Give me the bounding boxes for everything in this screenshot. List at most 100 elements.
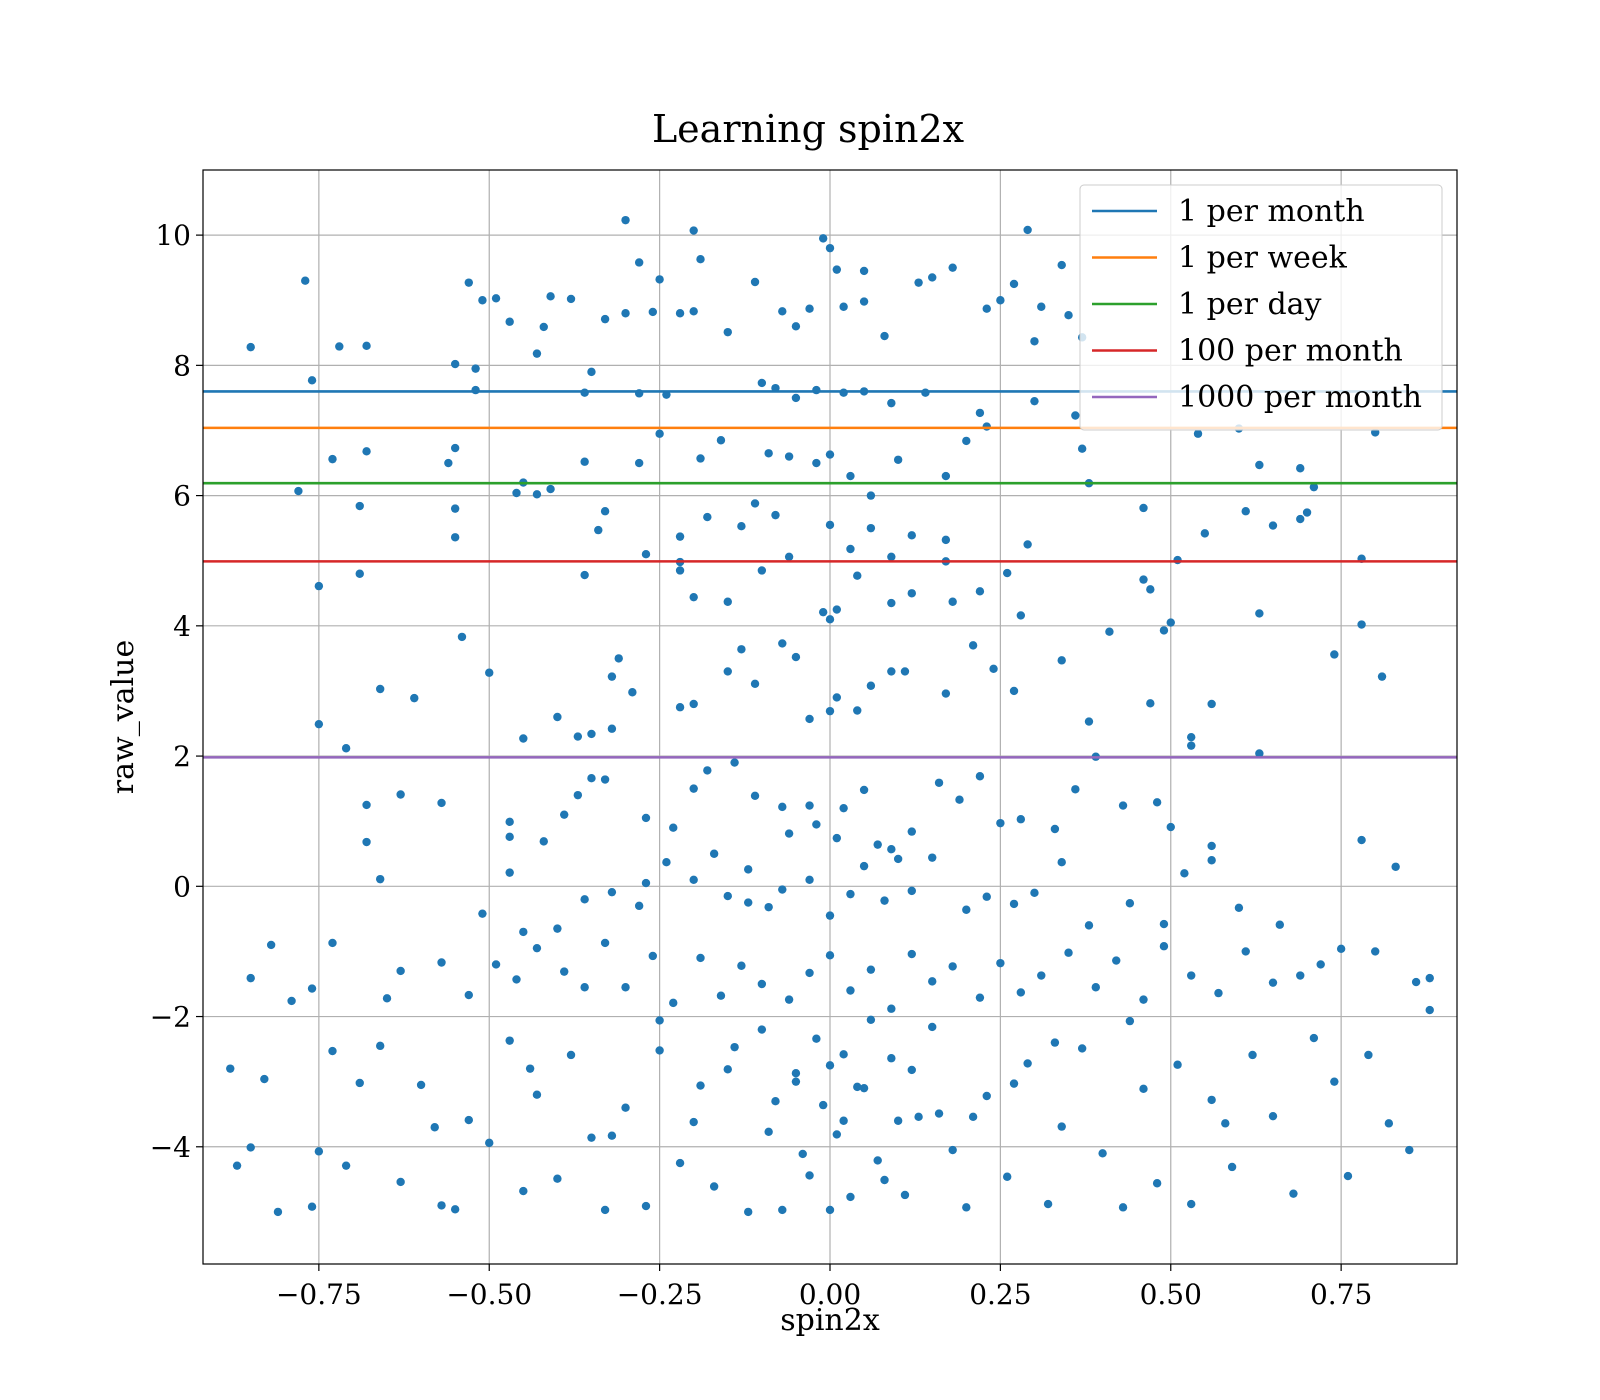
scatter-point (410, 693, 419, 703)
scatter-point (525, 1064, 535, 1073)
scatter-point (880, 896, 889, 905)
scatter-point (812, 1034, 821, 1043)
scatter-point (839, 1050, 848, 1059)
scatter-point (675, 566, 685, 575)
scatter-point (778, 1205, 787, 1215)
scatter-point (437, 1201, 446, 1210)
scatter-point (859, 297, 869, 306)
scatter-point (887, 398, 896, 408)
scatter-point (1207, 841, 1216, 851)
scatter-point (1187, 741, 1196, 750)
scatter-point (996, 958, 1005, 968)
scatter-point (818, 607, 828, 617)
scatter-point (1071, 411, 1080, 420)
scatter-point (450, 1205, 460, 1214)
scatter-point (546, 484, 555, 494)
scatter-point (928, 977, 937, 986)
scatter-point (928, 853, 937, 862)
scatter-point (505, 868, 514, 877)
scatter-point (560, 967, 569, 976)
scatter-point (532, 1090, 542, 1099)
scatter-point (607, 1131, 617, 1140)
scatter-point (737, 645, 746, 654)
scatter-point (362, 800, 371, 810)
y-axis-ticks: −4 −2 0 2 4 6 8 10 (150, 219, 203, 1164)
scatter-point (362, 341, 371, 351)
scatter-point (1166, 822, 1175, 832)
scatter-point (1159, 626, 1169, 635)
scatter-point (880, 1175, 889, 1185)
scatter-point (968, 641, 978, 650)
legend-label: 1 per month (1178, 194, 1365, 229)
scatter-point (880, 331, 889, 341)
legend-label: 1 per week (1178, 241, 1348, 276)
scatter-point (846, 1192, 855, 1202)
scatter-point (825, 615, 835, 624)
scatter-point (893, 854, 903, 864)
scatter-point (798, 1149, 807, 1159)
scatter-point (1302, 508, 1312, 517)
scatter-point (709, 849, 719, 858)
x-tick-label: 0.50 (1140, 1278, 1202, 1311)
scatter-point (1364, 1050, 1373, 1060)
scatter-point (839, 803, 848, 813)
scatter-point (962, 905, 971, 914)
scatter-point (757, 1025, 767, 1034)
scatter-point (934, 1109, 944, 1118)
scatter-point (396, 966, 405, 976)
y-tick-label: −4 (150, 1131, 191, 1164)
scatter-point (696, 255, 705, 264)
scatter-point (560, 810, 569, 819)
scatter-point (1009, 686, 1019, 696)
scatter-point (519, 1186, 528, 1196)
scatter-point (1214, 988, 1223, 998)
scatter-point (1357, 835, 1366, 845)
scatter-point (1255, 460, 1264, 470)
scatter-point (1268, 1111, 1278, 1121)
scatter-point (914, 1112, 923, 1122)
scatter-point (1016, 988, 1026, 997)
scatter-point (505, 817, 514, 827)
scatter-point (859, 1083, 869, 1093)
scatter-point (355, 1078, 364, 1088)
scatter-point (450, 359, 460, 369)
scatter-point (355, 501, 364, 511)
scatter-point (737, 961, 746, 970)
scatter-point (375, 1041, 385, 1051)
scatter-point (1405, 1145, 1414, 1155)
scatter-point (832, 605, 842, 614)
scatter-point (669, 998, 678, 1008)
scatter-point (716, 991, 726, 1000)
scatter-point (450, 504, 460, 513)
scatter-point (505, 1036, 514, 1045)
scatter-point (907, 949, 916, 959)
scatter-point (675, 703, 685, 712)
scatter-point (1159, 919, 1169, 929)
scatter-point (996, 296, 1005, 305)
scatter-point (832, 693, 842, 702)
scatter-point (812, 458, 821, 468)
scatter-point (600, 507, 610, 516)
scatter-point (1037, 302, 1046, 311)
scatter-point (1187, 1199, 1196, 1209)
scatter-point (505, 832, 514, 842)
scatter-point (260, 1074, 269, 1084)
scatter-point (982, 422, 991, 431)
scatter-point (1357, 620, 1366, 629)
scatter-point (703, 512, 712, 522)
scatter-point (907, 886, 916, 896)
scatter-point (1384, 1119, 1394, 1128)
scatter-point (328, 1046, 337, 1056)
scatter-point (675, 532, 685, 541)
scatter-point (839, 302, 848, 311)
scatter-point (853, 1082, 862, 1092)
scatter-point (362, 447, 371, 456)
scatter-point (587, 774, 596, 783)
scatter-point (1016, 815, 1026, 824)
scatter-point (771, 1097, 780, 1106)
scatter-point (628, 688, 637, 697)
scatter-point (975, 772, 985, 781)
scatter-point (1255, 609, 1264, 618)
scatter-point (1084, 921, 1094, 930)
scatter-point (1050, 824, 1060, 834)
